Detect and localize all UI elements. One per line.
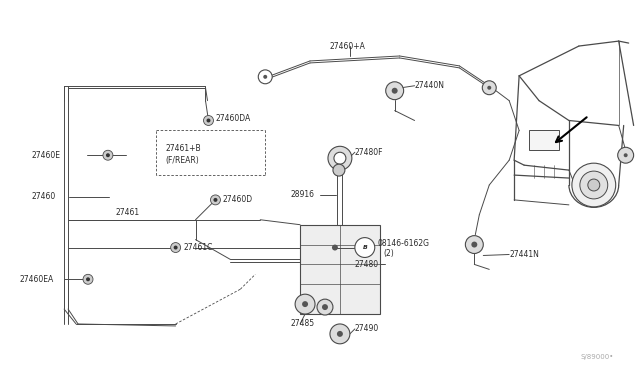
Circle shape [332,244,338,250]
Circle shape [106,153,110,157]
Circle shape [392,88,397,94]
Circle shape [355,238,375,257]
Circle shape [330,324,350,344]
Circle shape [588,179,600,191]
Circle shape [214,198,218,202]
Circle shape [328,146,352,170]
Circle shape [580,171,608,199]
Text: S/89000•: S/89000• [580,354,614,360]
Circle shape [572,163,616,207]
Text: 27460+A: 27460+A [330,42,366,51]
Circle shape [302,301,308,307]
Text: 27461+B: 27461+B [166,144,202,153]
Text: (F/REAR): (F/REAR) [166,156,200,165]
Text: 27461C: 27461C [184,243,213,252]
Circle shape [204,116,214,125]
Text: 27480: 27480 [355,260,379,269]
Circle shape [103,150,113,160]
Circle shape [618,147,634,163]
Circle shape [333,164,345,176]
Circle shape [465,235,483,253]
Text: (2): (2) [384,249,394,258]
Circle shape [211,195,220,205]
Circle shape [623,153,628,157]
Text: B: B [362,245,367,250]
Circle shape [263,75,268,79]
Text: 27460D: 27460D [223,195,253,204]
Text: 27485: 27485 [290,320,314,328]
Circle shape [317,299,333,315]
Text: 27480F: 27480F [355,148,383,157]
Circle shape [171,243,180,253]
Text: 27490: 27490 [355,324,379,333]
Text: 27460EA: 27460EA [19,275,54,284]
Text: 28916: 28916 [290,190,314,199]
Circle shape [337,331,343,337]
Circle shape [86,277,90,281]
Text: 27460: 27460 [31,192,56,201]
Text: 27440N: 27440N [415,81,445,90]
Text: 08146-6162G: 08146-6162G [378,239,429,248]
Circle shape [173,246,178,250]
Circle shape [487,86,492,90]
Circle shape [386,82,404,100]
Circle shape [295,294,315,314]
Text: 27461: 27461 [116,208,140,217]
Bar [529,131,559,150]
Circle shape [207,119,211,122]
Circle shape [483,81,496,95]
Text: 27460E: 27460E [31,151,60,160]
Text: 27441N: 27441N [509,250,539,259]
Circle shape [471,241,477,247]
Circle shape [322,304,328,310]
Text: 27460DA: 27460DA [216,114,251,123]
Circle shape [83,274,93,284]
Circle shape [259,70,272,84]
Bar [300,225,380,314]
Circle shape [334,152,346,164]
